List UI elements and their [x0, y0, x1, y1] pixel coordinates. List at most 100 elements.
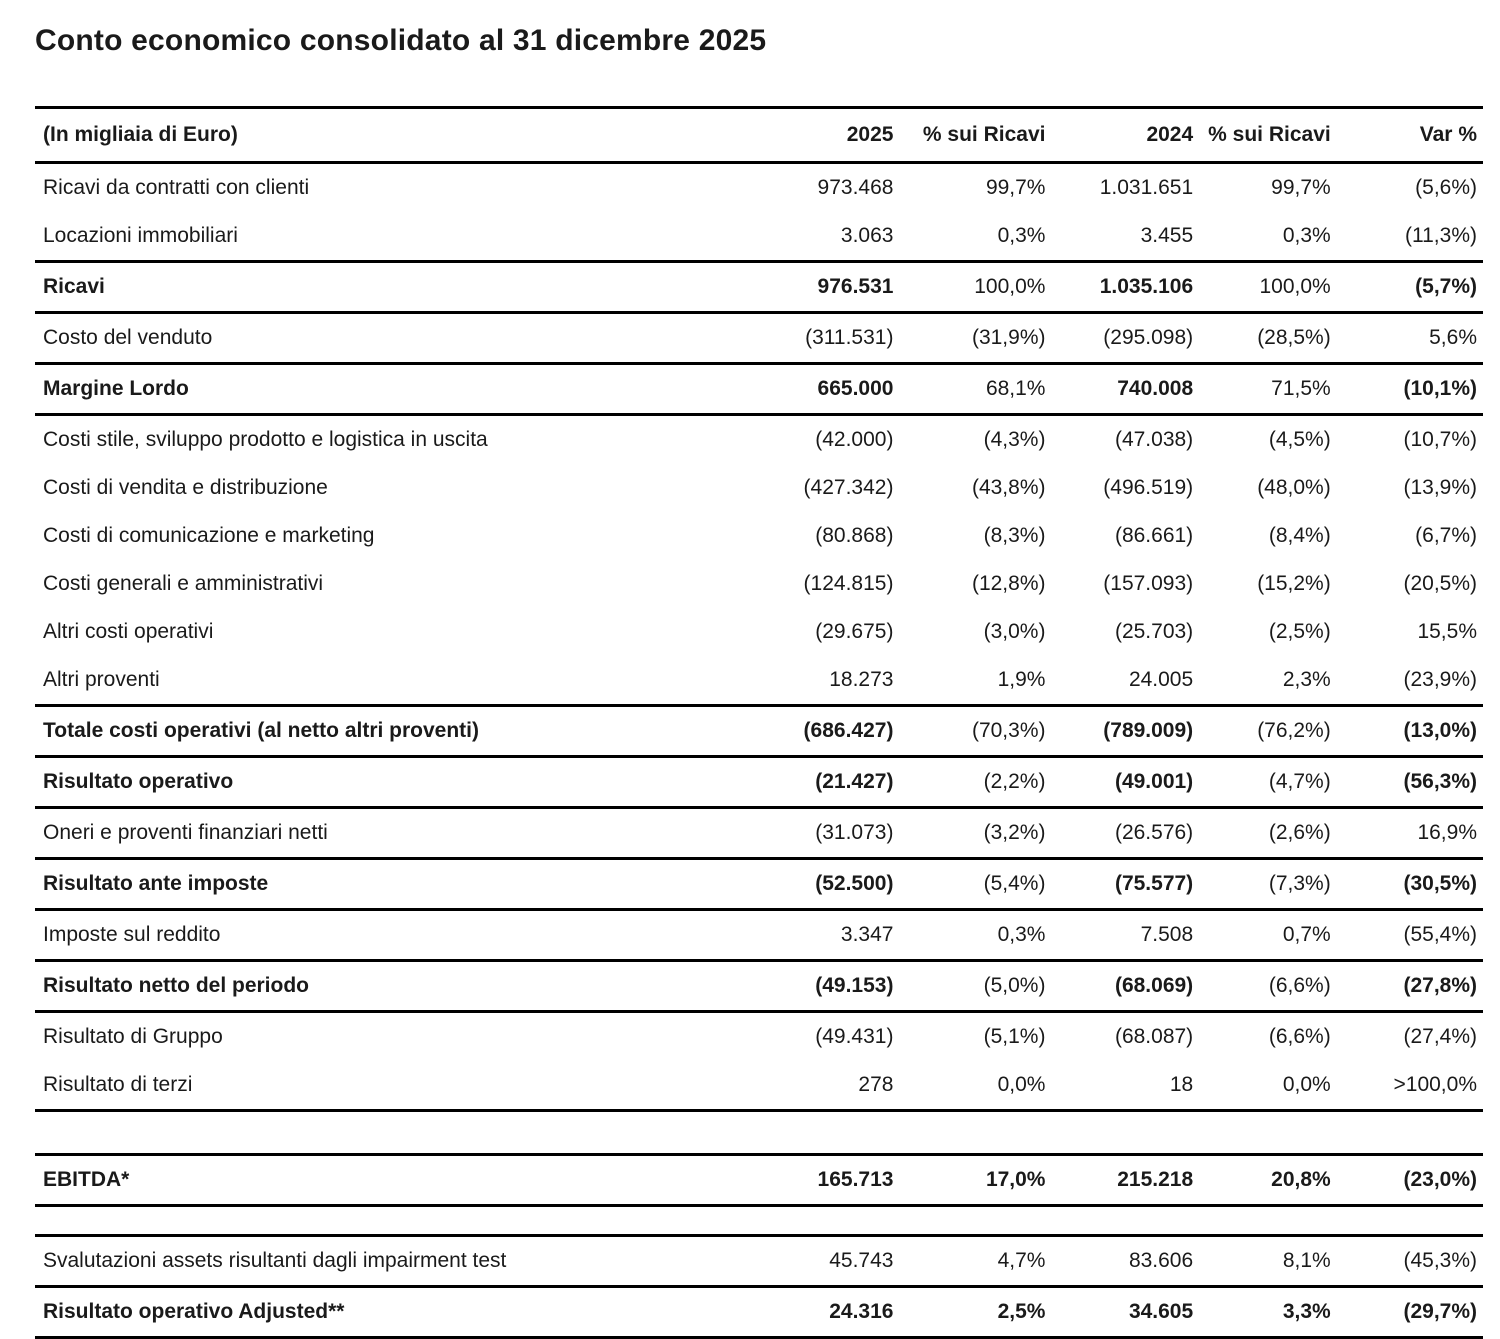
cell-pct-ricavi-2025: (5,0%) — [899, 960, 1052, 1013]
cell-pct-ricavi-2025: 4,7% — [899, 1235, 1052, 1288]
spacer-row — [35, 1110, 1483, 1156]
cell-pct-ricavi-2025: 2,5% — [899, 1286, 1052, 1339]
cell-value-2025: (311.531) — [699, 312, 900, 365]
table-row: Costi di comunicazione e marketing (80.86… — [35, 512, 1483, 560]
row-label: Risultato ante imposte — [35, 858, 700, 911]
cell-var-pct: (5,6%) — [1415, 176, 1477, 199]
cell-pct-ricavi-2025: (70,3%) — [899, 705, 1052, 758]
cell-value-2025: (52.500) — [699, 858, 900, 911]
cell-var-pct: (45,3%) — [1336, 1235, 1483, 1288]
cell-var-pct: >100,0% — [1336, 1061, 1483, 1112]
cell-pct-ricavi-2025: (5,1%) — [983, 1025, 1046, 1048]
row-label: Altri costi operativi — [43, 620, 214, 643]
col-header-2024: 2024 — [1051, 106, 1200, 164]
cell-value-2025: (80.868) — [815, 524, 894, 547]
table-row: Svalutazioni assets risultanti dagli imp… — [35, 1235, 1483, 1288]
cell-pct-ricavi-2024: (76,2%) — [1199, 705, 1337, 758]
cell-var-pct: (27,4%) — [1403, 1025, 1477, 1048]
table-row: Risultato netto del periodo (49.153) (5,0%… — [35, 960, 1483, 1013]
cell-pct-ricavi-2024: (7,3%) — [1199, 858, 1337, 911]
document-page: Conto economico consolidato al 31 dicemb… — [35, 24, 1483, 1339]
table-row: Oneri e proventi finanziari netti (31.073… — [35, 807, 1483, 860]
cell-var-pct: (27,8%) — [1336, 960, 1483, 1013]
cell-value-2025: 45.743 — [699, 1235, 900, 1288]
cell-var-pct: 5,6% — [1336, 312, 1483, 365]
cell-var-pct: (29,7%) — [1336, 1286, 1483, 1339]
col-header-var-pct: Var % — [1336, 106, 1483, 164]
row-label: Costi di vendita e distribuzione — [43, 476, 328, 499]
cell-value-2024: (86.661) — [1114, 524, 1194, 547]
table-row: Imposte sul reddito 3.347 0,3% 7.508 0,7% (55… — [35, 909, 1483, 962]
cell-pct-ricavi-2025: 100,0% — [899, 261, 1052, 314]
col-header-2025: 2025 — [699, 106, 900, 164]
cell-pct-ricavi-2024: (4,5%) — [1268, 428, 1331, 451]
cell-value-2025: (49.153) — [699, 960, 900, 1013]
cell-value-2025: 3.347 — [699, 909, 900, 962]
cell-value-2024: 1.035.106 — [1051, 261, 1200, 314]
table-row: Risultato di Gruppo (49.431) (5,1%) (68.087… — [35, 1012, 1483, 1062]
cell-pct-ricavi-2025: (3,2%) — [899, 807, 1052, 860]
cell-var-pct: (10,1%) — [1336, 363, 1483, 416]
spacer-row — [35, 1205, 1483, 1237]
cell-pct-ricavi-2025: (8,3%) — [983, 524, 1046, 547]
row-label: Altri proventi — [35, 656, 700, 707]
cell-var-pct: 16,9% — [1336, 807, 1483, 860]
cell-value-2025: (31.073) — [699, 807, 900, 860]
cell-var-pct: (13,0%) — [1336, 705, 1483, 758]
cell-value-2024: 7.508 — [1051, 909, 1200, 962]
cell-value-2024: (49.001) — [1051, 756, 1200, 809]
cell-pct-ricavi-2024: (6,6%) — [1199, 960, 1337, 1013]
cell-value-2024: 215.218 — [1051, 1154, 1200, 1207]
cell-pct-ricavi-2025: 0,3% — [899, 909, 1052, 962]
table-row: Costo del venduto (311.531) (31,9%) (295.09… — [35, 312, 1483, 365]
cell-value-2025: 665.000 — [699, 363, 900, 416]
cell-pct-ricavi-2025: 0,0% — [899, 1061, 1052, 1112]
cell-var-pct: (6,7%) — [1415, 524, 1477, 547]
row-label: Risultato di Gruppo — [43, 1025, 223, 1048]
cell-pct-ricavi-2024: 20,8% — [1199, 1154, 1337, 1207]
cell-value-2024: (157.093) — [1103, 572, 1194, 595]
cell-value-2024: 740.008 — [1051, 363, 1200, 416]
table-row: Totale costi operativi (al netto altri p… — [35, 705, 1483, 758]
cell-pct-ricavi-2024: (2,6%) — [1199, 807, 1337, 860]
table-row: Ricavi da contratti con clienti 973.468 99… — [35, 163, 1483, 213]
cell-value-2024: (68.087) — [1114, 1025, 1194, 1048]
row-label: Costo del venduto — [35, 312, 700, 365]
row-label: Risultato netto del periodo — [35, 960, 700, 1013]
cell-pct-ricavi-2024: (8,4%) — [1268, 524, 1331, 547]
header-row: (In migliaia di Euro) 2025 % sui Ricavi … — [35, 106, 1483, 164]
cell-pct-ricavi-2024: (2,5%) — [1268, 620, 1331, 643]
cell-pct-ricavi-2025: (43,8%) — [971, 476, 1046, 499]
cell-var-pct: (23,0%) — [1336, 1154, 1483, 1207]
cell-pct-ricavi-2025: (5,4%) — [899, 858, 1052, 911]
cell-pct-ricavi-2024: 3,3% — [1199, 1286, 1337, 1339]
cell-var-pct: (56,3%) — [1336, 756, 1483, 809]
table-body: Ricavi da contratti con clienti 973.468 99… — [35, 163, 1483, 1339]
cell-pct-ricavi-2024: 99,7% — [1271, 176, 1331, 199]
table-row: Ricavi 976.531 100,0% 1.035.106 100,0% (5,7%) — [35, 261, 1483, 314]
cell-value-2025: (21.427) — [699, 756, 900, 809]
cell-pct-ricavi-2024: 0,0% — [1199, 1061, 1337, 1112]
cell-value-2024: (496.519) — [1103, 476, 1194, 499]
cell-var-pct: (23,9%) — [1336, 656, 1483, 707]
cell-value-2025: 278 — [699, 1061, 900, 1112]
row-label: Totale costi operativi (al netto altri p… — [35, 705, 700, 758]
cell-value-2025: (427.342) — [803, 476, 894, 499]
cell-value-2024: 1.031.651 — [1099, 176, 1194, 199]
row-label: Locazioni immobiliari — [35, 212, 700, 263]
cell-value-2025: 976.531 — [699, 261, 900, 314]
row-label: Risultato operativo — [35, 756, 700, 809]
table-row: Risultato ante imposte (52.500) (5,4%) (75.… — [35, 858, 1483, 911]
cell-var-pct: (20,5%) — [1403, 572, 1477, 595]
cell-var-pct: 15,5% — [1417, 620, 1477, 643]
cell-var-pct: (5,7%) — [1336, 261, 1483, 314]
cell-pct-ricavi-2025: 0,3% — [899, 212, 1052, 263]
cell-pct-ricavi-2024: (6,6%) — [1268, 1025, 1331, 1048]
row-label: Ricavi da contratti con clienti — [43, 176, 310, 199]
cell-value-2025: 18.273 — [699, 656, 900, 707]
row-label: Imposte sul reddito — [35, 909, 700, 962]
row-label: Costi stile, sviluppo prodotto e logisti… — [43, 428, 488, 451]
cell-value-2024: (25.703) — [1114, 620, 1194, 643]
cell-pct-ricavi-2024: 2,3% — [1199, 656, 1337, 707]
table-row: EBITDA* 165.713 17,0% 215.218 20,8% (23,0%) — [35, 1154, 1483, 1207]
